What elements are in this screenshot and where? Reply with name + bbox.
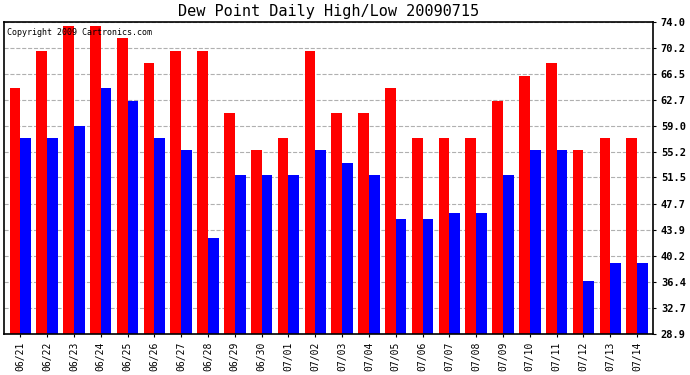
Bar <box>530 150 540 334</box>
Bar <box>358 113 369 334</box>
Bar <box>503 176 514 334</box>
Bar <box>181 150 192 334</box>
Bar <box>235 176 246 334</box>
Bar <box>128 100 138 334</box>
Title: Dew Point Daily High/Low 20090715: Dew Point Daily High/Low 20090715 <box>178 4 480 19</box>
Bar <box>396 219 406 334</box>
Bar <box>492 100 503 334</box>
Bar <box>584 281 594 334</box>
Bar <box>466 138 476 334</box>
Bar <box>63 26 74 334</box>
Bar <box>315 150 326 334</box>
Bar <box>197 51 208 334</box>
Bar <box>519 76 530 334</box>
Bar <box>385 88 396 334</box>
Bar <box>600 138 610 334</box>
Bar <box>208 238 219 334</box>
Bar <box>573 150 584 334</box>
Bar <box>262 176 273 334</box>
Bar <box>144 63 155 334</box>
Bar <box>412 138 422 334</box>
Bar <box>304 51 315 334</box>
Bar <box>117 38 128 334</box>
Bar <box>277 138 288 334</box>
Bar <box>610 262 621 334</box>
Bar <box>439 138 449 334</box>
Bar <box>342 163 353 334</box>
Bar <box>546 63 557 334</box>
Bar <box>74 126 85 334</box>
Bar <box>288 176 299 334</box>
Bar <box>224 113 235 334</box>
Text: Copyright 2009 Cartronics.com: Copyright 2009 Cartronics.com <box>8 28 152 37</box>
Bar <box>369 176 380 334</box>
Bar <box>476 213 487 334</box>
Bar <box>251 150 262 334</box>
Bar <box>637 262 648 334</box>
Bar <box>331 113 342 334</box>
Bar <box>20 138 31 334</box>
Bar <box>101 88 112 334</box>
Bar <box>170 51 181 334</box>
Bar <box>47 138 58 334</box>
Bar <box>90 26 101 334</box>
Bar <box>155 138 165 334</box>
Bar <box>449 213 460 334</box>
Bar <box>37 51 47 334</box>
Bar <box>10 88 20 334</box>
Bar <box>557 150 567 334</box>
Bar <box>422 219 433 334</box>
Bar <box>627 138 637 334</box>
